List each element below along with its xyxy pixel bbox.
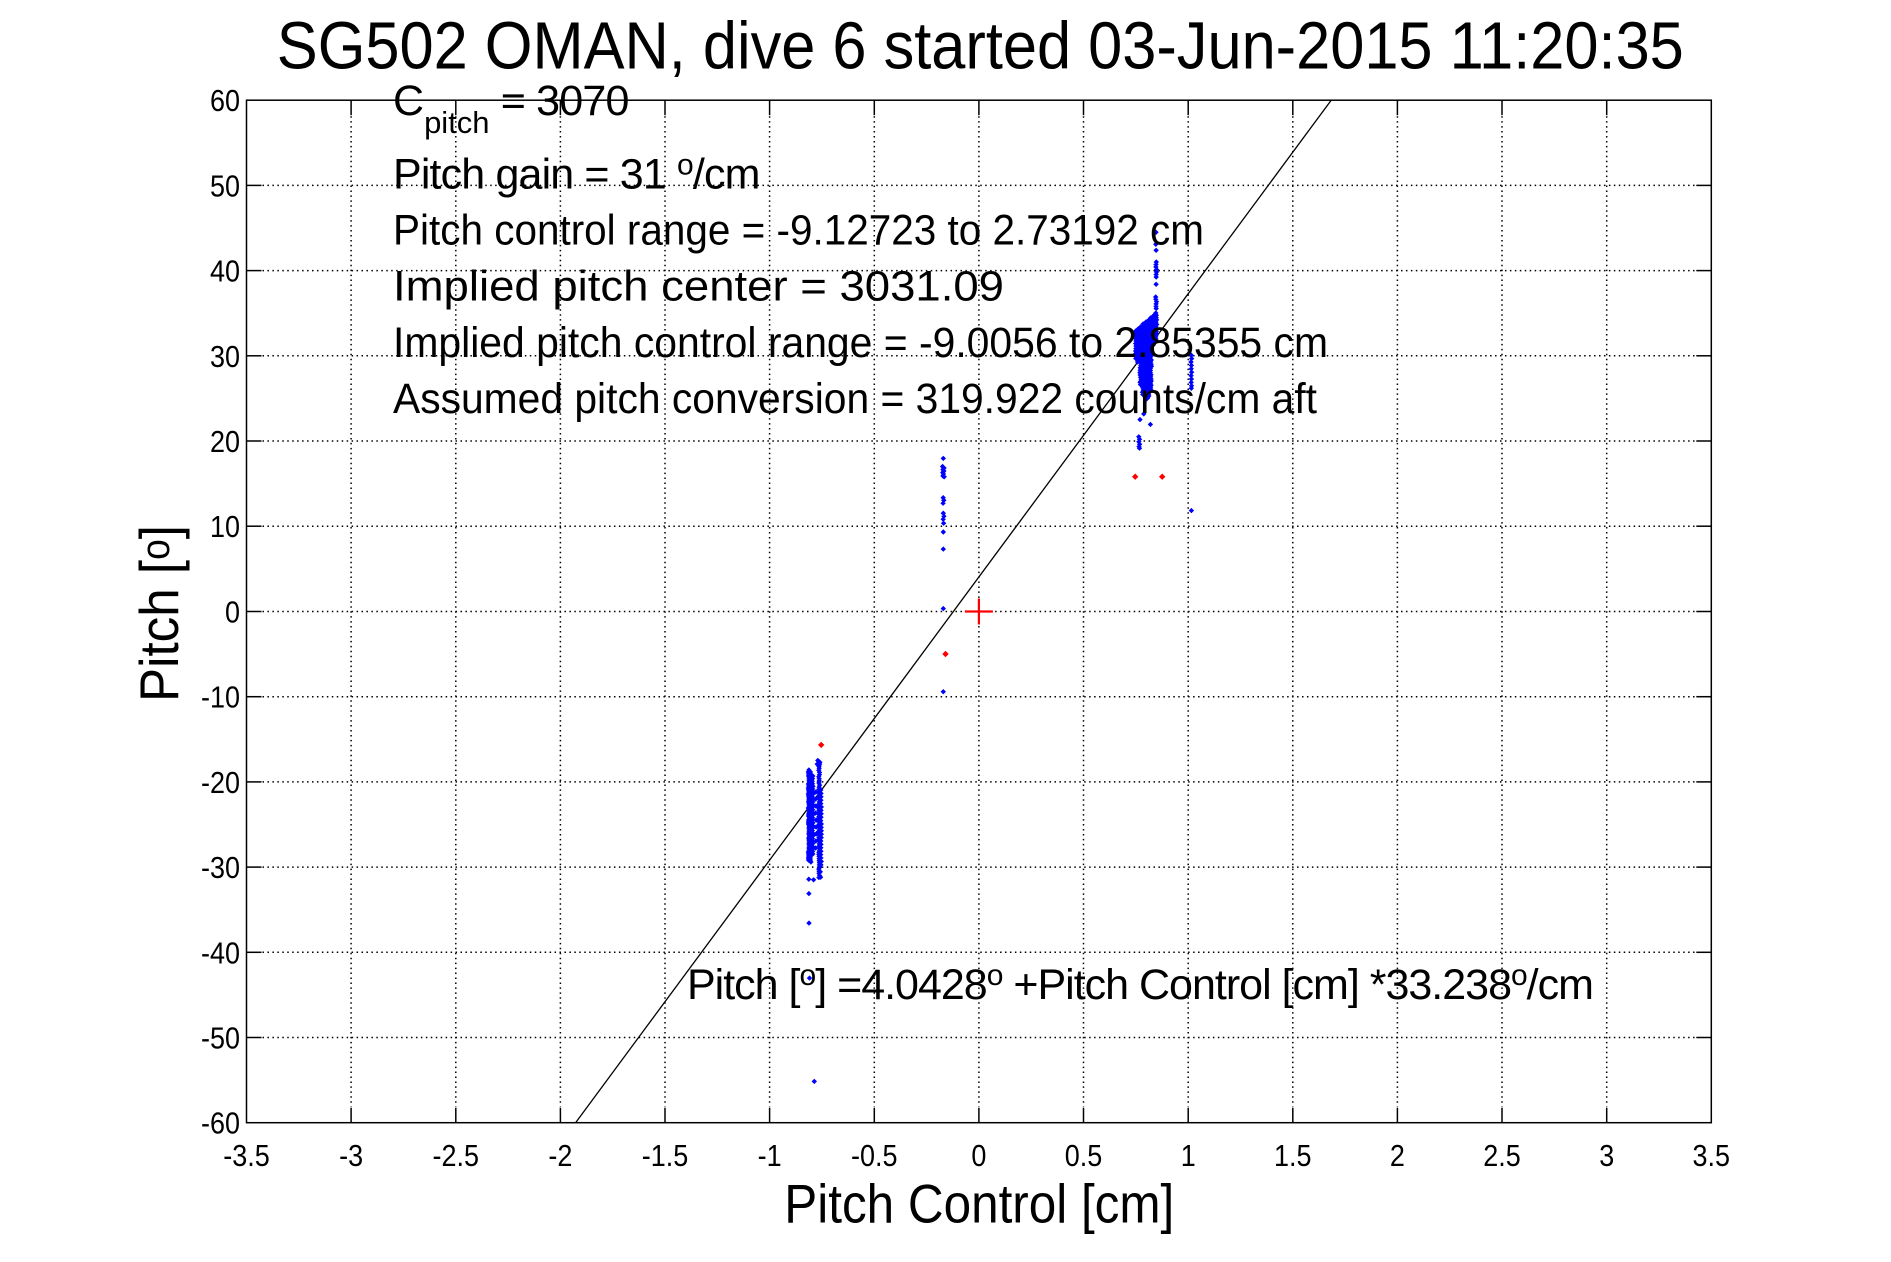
svg-text:-50: -50 — [201, 1021, 240, 1056]
svg-text:10: 10 — [210, 509, 240, 544]
svg-text:-2: -2 — [548, 1138, 572, 1173]
svg-text:-3: -3 — [339, 1138, 363, 1173]
svg-text:-20: -20 — [201, 765, 240, 800]
svg-text:Implied pitch control range =: Implied pitch control range = -9.0056 to… — [393, 319, 1328, 367]
svg-text:0: 0 — [971, 1138, 986, 1173]
svg-text:30: 30 — [210, 339, 240, 374]
svg-text:-3.5: -3.5 — [223, 1138, 270, 1173]
svg-text:20: 20 — [210, 424, 240, 459]
svg-text:-0.5: -0.5 — [851, 1138, 898, 1173]
svg-text:0.5: 0.5 — [1065, 1138, 1103, 1173]
svg-text:-30: -30 — [201, 850, 240, 885]
svg-text:3: 3 — [1599, 1138, 1614, 1173]
svg-text:1: 1 — [1181, 1138, 1196, 1173]
svg-text:50: 50 — [210, 168, 240, 203]
svg-text:0: 0 — [225, 595, 240, 630]
svg-text:2: 2 — [1390, 1138, 1405, 1173]
svg-text:-10: -10 — [201, 680, 240, 715]
svg-text:40: 40 — [210, 254, 240, 289]
svg-text:SG502 OMAN, dive 6 started 03-: SG502 OMAN, dive 6 started 03-Jun-2015 1… — [277, 8, 1684, 83]
svg-text:-60: -60 — [201, 1106, 240, 1141]
svg-text:60: 60 — [210, 83, 240, 118]
svg-text:Implied pitch center = 3031.09: Implied pitch center = 3031.09 — [393, 263, 1004, 311]
svg-text:Pitch Control [cm]: Pitch Control [cm] — [784, 1173, 1174, 1235]
svg-text:-1: -1 — [758, 1138, 782, 1173]
svg-text:-1.5: -1.5 — [642, 1138, 689, 1173]
svg-text:Assumed pitch conversion = 319: Assumed pitch conversion = 319.922 count… — [393, 375, 1317, 423]
svg-text:3.5: 3.5 — [1693, 1138, 1731, 1173]
svg-text:-2.5: -2.5 — [433, 1138, 480, 1173]
svg-text:Pitch [o] =4.0428o +Pitch Cont: Pitch [o] =4.0428o +Pitch Control [cm] *… — [687, 959, 1593, 1009]
svg-text:Pitch control range = -9.12723: Pitch control range = -9.12723 to 2.7319… — [393, 207, 1204, 255]
svg-text:1.5: 1.5 — [1274, 1138, 1312, 1173]
svg-text:Pitch gain = 31 o/cm: Pitch gain = 31 o/cm — [393, 149, 760, 199]
svg-text:2.5: 2.5 — [1483, 1138, 1521, 1173]
svg-text:-40: -40 — [201, 935, 240, 970]
